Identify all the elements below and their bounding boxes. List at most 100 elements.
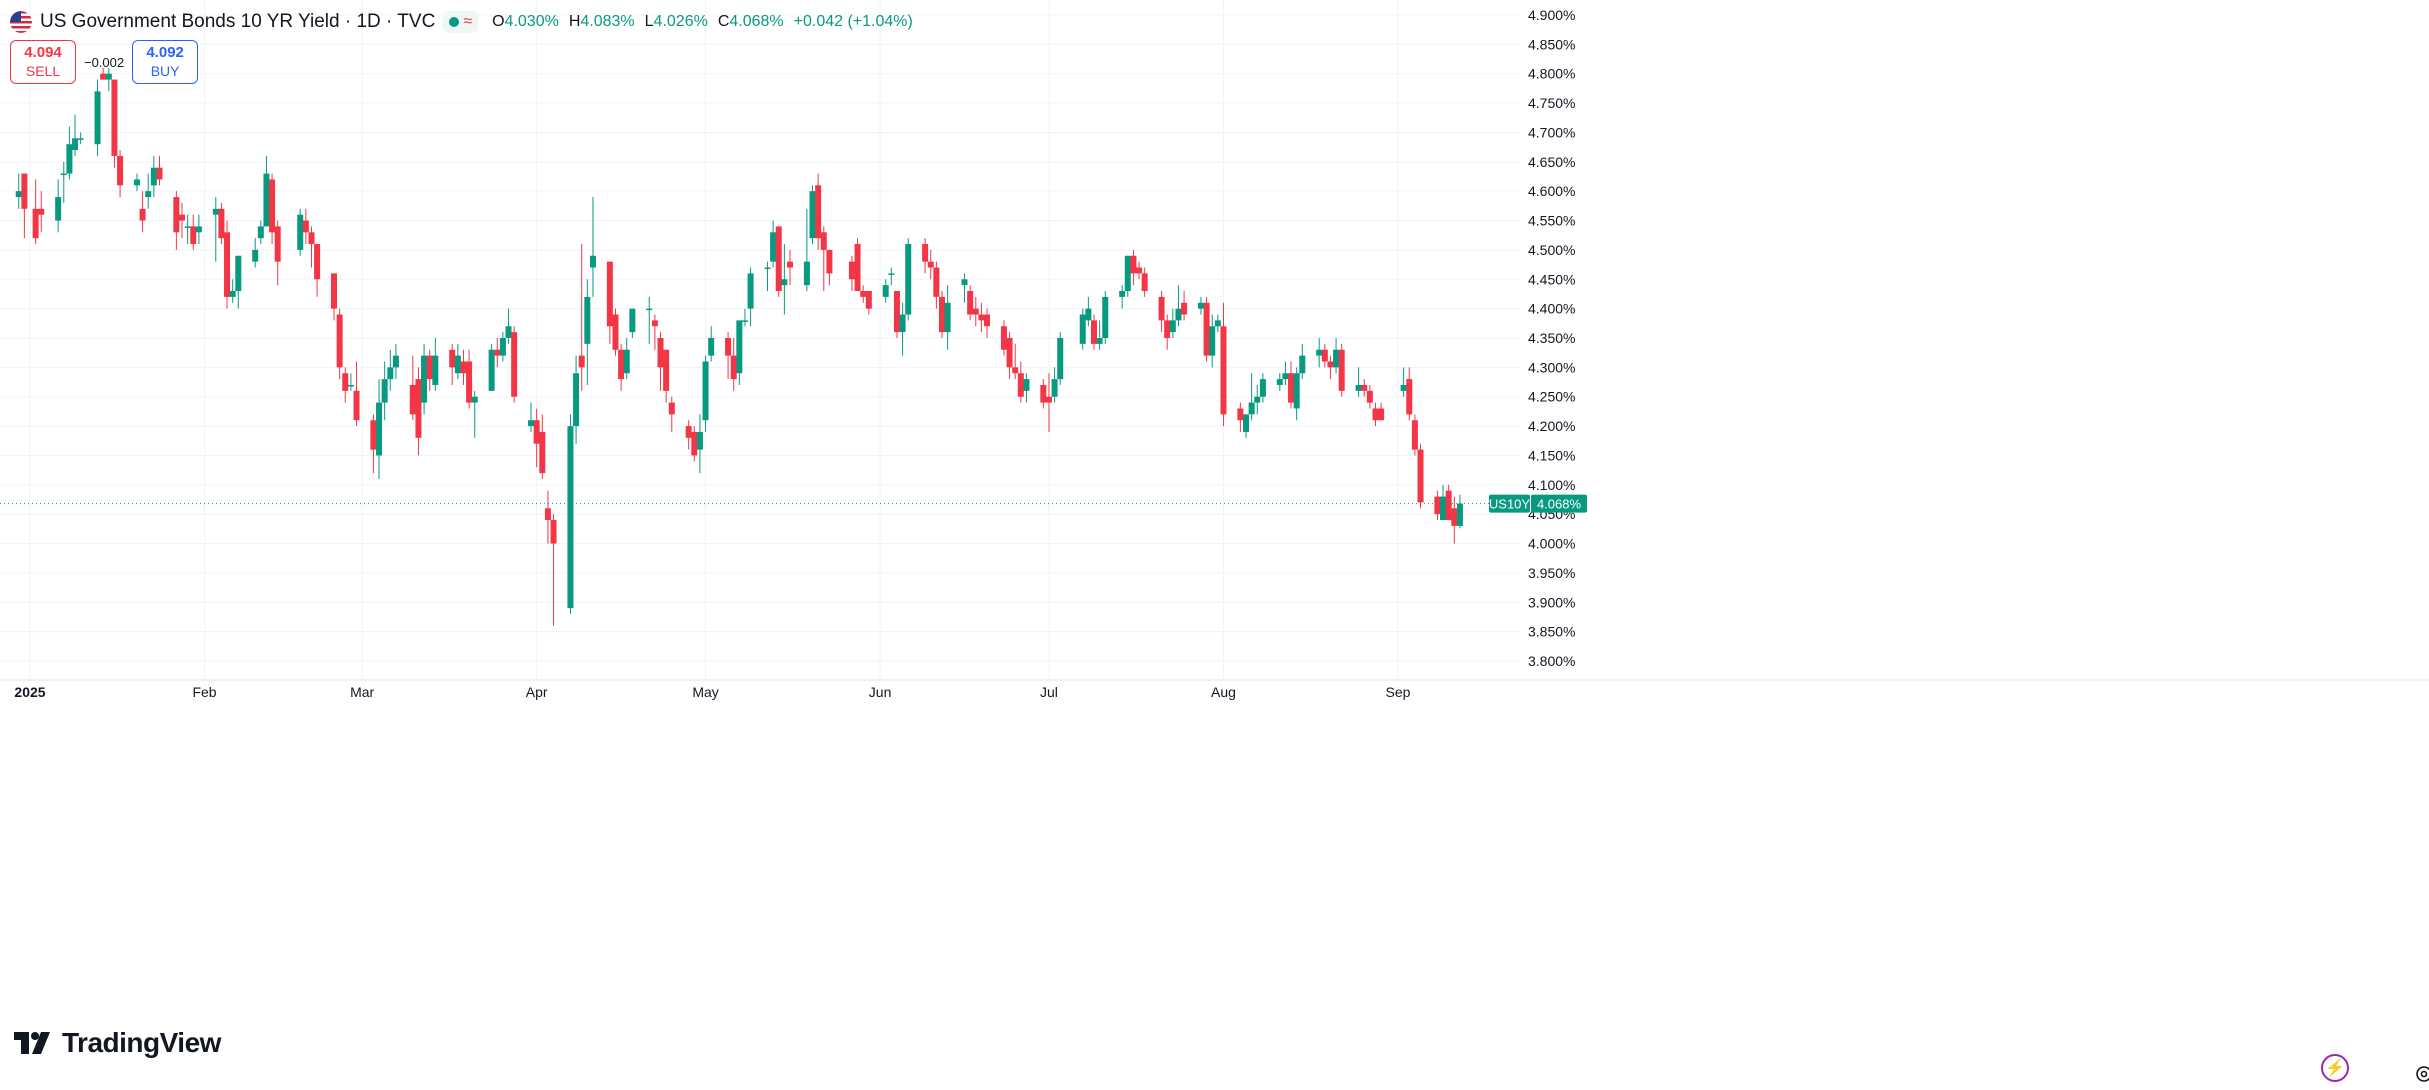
candle [1051,367,1058,403]
candle [1040,379,1047,409]
candle [775,226,782,297]
candle-body [1456,503,1463,526]
candle-body [685,426,692,438]
candle [212,197,219,262]
candle-body [156,167,163,180]
chart-header: US Government Bonds 10 YR Yield · 1D · T… [10,8,913,36]
candle-body [944,302,951,333]
candle-body [426,355,433,380]
market-status[interactable]: ≈ [443,11,479,33]
candle [117,150,124,198]
candle [651,314,658,350]
candle-body [32,208,39,239]
candle-body [314,244,321,280]
candle [1045,373,1052,432]
tradingview-logo[interactable]: TradingView [14,1027,221,1059]
candle [1124,255,1131,297]
candle [1361,379,1368,397]
candle-body [72,138,79,151]
time-tick-label: May [692,684,718,700]
candle [415,367,422,456]
grid-layer [0,0,1520,680]
candle-body [967,291,974,315]
candle [179,202,185,239]
candle-body [117,155,124,186]
candle-body [696,431,703,450]
candle-body [939,296,945,333]
candle [297,208,304,256]
candle [336,308,343,380]
buy-label: BUY [150,63,180,79]
sell-button[interactable]: 4.094 SELL [10,40,76,84]
candle-body [702,361,709,421]
candle-body [505,326,512,338]
candle-body [775,226,782,292]
candle-body [764,267,771,270]
candle-body [1293,373,1300,409]
candle-body [1164,320,1171,338]
buy-price: 4.092 [146,44,184,61]
candle-body [646,308,653,311]
candle [224,220,231,309]
candle [511,326,518,403]
candle-body [1102,296,1109,338]
change-value: +0.042 (+1.04%) [793,13,913,30]
candle-body [1259,379,1266,397]
candle [1321,343,1328,368]
candle-body [387,367,394,380]
candle [1248,373,1255,421]
price-tick-label: 4.400% [1528,301,1575,317]
time-axis: 2025 Feb Mar Apr May Jun Jul Aug Sep [0,679,2429,700]
candle [1181,291,1188,321]
candle-body [893,291,900,333]
candle-body [899,314,906,333]
candle-body [421,355,428,403]
candle-body [1248,402,1255,415]
settings-gear-icon[interactable] [2414,1064,2429,1084]
candle-body [747,273,754,309]
candle [1141,267,1148,297]
candle-body [353,390,360,421]
candle-body [212,208,219,215]
candle [1057,332,1064,385]
buy-button[interactable]: 4.092 BUY [132,40,199,84]
candle-body [668,402,675,415]
candle [1096,320,1103,350]
price-tick-label: 4.100% [1528,477,1575,493]
candle-body [663,349,670,391]
candle [21,173,28,239]
candle [820,226,827,292]
candle-body [1361,384,1368,391]
candle-body [1119,291,1126,297]
candle-body [539,431,546,474]
candle [139,191,146,233]
candle [218,202,225,245]
candle [94,79,101,156]
candle-body [578,355,585,368]
candle-body [1057,338,1064,380]
time-tick-label: Sep [1386,684,1411,700]
candle [111,79,118,168]
candle-body [1130,255,1137,274]
price-tick-label: 3.900% [1528,594,1575,610]
candle [229,279,236,303]
candle [668,396,675,432]
candle [308,226,315,268]
candle-body [1254,396,1261,403]
candle [826,249,833,286]
candle [967,285,974,321]
candle [922,238,929,274]
candle [460,349,467,385]
candle-body [331,273,337,309]
lightning-icon[interactable]: ⚡ [2321,1054,2349,1082]
candle [606,261,613,344]
candle-body [1327,361,1334,368]
candle-body [376,402,383,456]
candle [539,414,546,479]
candle-body [809,191,816,239]
symbol-title[interactable]: US Government Bonds 10 YR Yield · 1D · T… [40,11,436,32]
candle-body [651,320,658,327]
time-tick-label: Aug [1211,684,1236,700]
candle-body [1400,384,1407,391]
